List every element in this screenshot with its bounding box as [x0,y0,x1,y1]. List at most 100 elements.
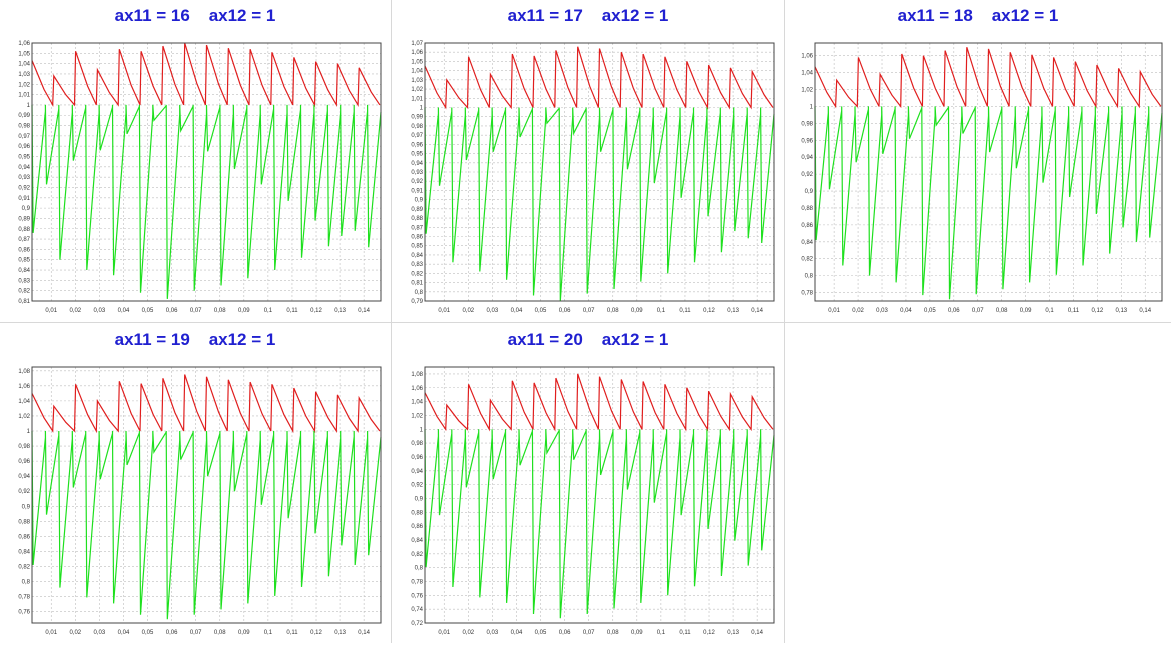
x-tick-label: 0,03 [487,308,499,314]
y-tick-label: 0,96 [411,455,423,461]
y-tick-label: 0,84 [801,240,813,246]
y-tick-label: 0,87 [18,237,30,243]
x-tick-label: 0,09 [631,630,643,636]
y-tick-label: 0,74 [411,607,423,613]
y-tick-label: 1,05 [18,51,30,57]
y-tick-label: 0,86 [801,223,813,229]
y-tick-label: 0,96 [18,144,30,150]
y-tick-label: 0,82 [18,289,30,295]
chart-title: ax11 = 20 ax12 = 1 [507,330,669,349]
panel-divider [0,322,1171,323]
x-tick-label: 0,07 [190,308,202,314]
plot-area: 1,08 1,06 1,04 1,02 1 0,98 0,96 0,94 0,92 0,9 0,88… [411,366,775,636]
y-tick-label: 0,95 [18,155,30,161]
y-tick-label: 0,94 [18,474,30,480]
x-tick-label: 0,1 [1045,308,1054,314]
y-tick-label: 0,83 [411,262,423,268]
y-tick-label: 1,06 [801,54,813,60]
y-tick-label: 1,08 [18,369,30,375]
plot-background [425,367,774,623]
y-tick-label: 0,89 [18,216,30,222]
x-tick-label: 0,13 [727,630,739,636]
x-tick-label: 0,12 [310,308,322,314]
y-tick-label: 1,04 [801,71,813,77]
plot-background [32,43,381,301]
chart-title: ax11 = 16 ax12 = 1 [114,6,276,25]
y-tick-label: 0,9 [22,206,31,212]
y-tick-label: 0,94 [18,165,30,171]
y-tick-label: 0,89 [411,207,423,213]
x-tick-label: 0,1 [657,630,666,636]
x-tick-label: 0,14 [358,630,370,636]
y-tick-label: 0,86 [411,524,423,530]
x-tick-label: 0,03 [876,308,888,314]
x-tick-label: 0,04 [900,308,912,314]
y-tick-label: 0,92 [411,179,423,185]
plot-frame [424,42,775,302]
x-tick-label: 0,12 [703,308,715,314]
chart-panel-ax11-18: ax11 = 18 ax12 = 1 1,06 1,04 1,02 1 0,98 0,96… [783,0,1171,321]
y-tick-label: 0,84 [411,538,423,544]
x-tick-label: 0,08 [214,630,226,636]
x-tick-label: 0,11 [679,308,691,314]
x-tick-label: 0,01 [45,630,57,636]
y-tick-label: 0,78 [18,595,30,601]
y-tick-label: 0,95 [411,152,423,158]
x-tick-label: 0,11 [1068,308,1080,314]
x-tick-label: 0,07 [972,308,984,314]
y-tick-label: 0,92 [18,185,30,191]
y-tick-label: 0,92 [801,172,813,178]
y-tick-label: 0,84 [18,549,30,555]
y-tick-label: 0,94 [411,469,423,475]
y-tick-label: 0,76 [18,610,30,616]
plot-area: 1,08 1,06 1,04 1,02 1 0,98 0,96 0,94 0,92 0,9 0,88… [18,366,382,636]
y-tick-label: 1,08 [411,372,423,378]
y-tick-label: 0,88 [411,216,423,222]
chart-panel-ax11-16: ax11 = 16 ax12 = 1 1,06 1,05 1,04 1,03 1,02 1… [0,0,390,321]
x-tick-label: 0,06 [559,630,571,636]
y-tick-label: 0,81 [411,281,423,287]
y-tick-label: 1,02 [411,87,423,93]
y-tick-label: 0,93 [411,170,423,176]
y-tick-label: 0,96 [801,138,813,144]
series-line-lower [814,106,1163,300]
x-tick-label: 0,06 [559,308,571,314]
y-tick-label: 0,82 [801,257,813,263]
y-tick-label: 1,04 [411,400,423,406]
x-tick-label: 0,02 [852,308,864,314]
x-tick-label: 0,13 [727,308,739,314]
y-tick-label: 1,03 [411,78,423,84]
x-tick-label: 0,05 [142,630,154,636]
y-tick-label: 0,96 [411,142,423,148]
x-tick-label: 0,1 [264,630,273,636]
chart-title: ax11 = 19 ax12 = 1 [114,330,276,349]
x-tick-label: 0,12 [310,630,322,636]
plot-background [815,43,1162,301]
panel-divider [784,0,785,643]
y-tick-label: 0,88 [411,510,423,516]
chart-title: ax11 = 17 ax12 = 1 [507,6,669,25]
chart-panel-ax11-17: ax11 = 17 ax12 = 1 1,07 1,06 1,05 1,04 1,03 1… [393,0,783,321]
y-tick-label: 0,93 [18,175,30,181]
y-tick-label: 0,98 [411,124,423,130]
y-tick-label: 1,06 [18,41,30,47]
x-tick-label: 0,01 [438,630,450,636]
y-tick-label: 0,9 [22,504,31,510]
x-tick-label: 0,02 [69,630,81,636]
y-tick-label: 0,9 [415,198,424,204]
series-line-lower [31,104,382,299]
y-tick-label: 1 [27,429,31,435]
series-line-lower [424,429,775,619]
x-tick-label: 0,06 [166,630,178,636]
plot-frame [31,366,382,624]
x-tick-label: 0,06 [948,308,960,314]
x-tick-label: 0,08 [607,308,619,314]
y-tick-label: 0,8 [22,580,31,586]
y-tick-label: 0,98 [18,444,30,450]
plot-background [32,367,381,623]
y-tick-label: 0,88 [18,519,30,525]
y-tick-label: 0,98 [411,441,423,447]
x-tick-label: 0,07 [190,630,202,636]
series-line-upper [31,42,381,108]
y-tick-label: 1,06 [18,384,30,390]
